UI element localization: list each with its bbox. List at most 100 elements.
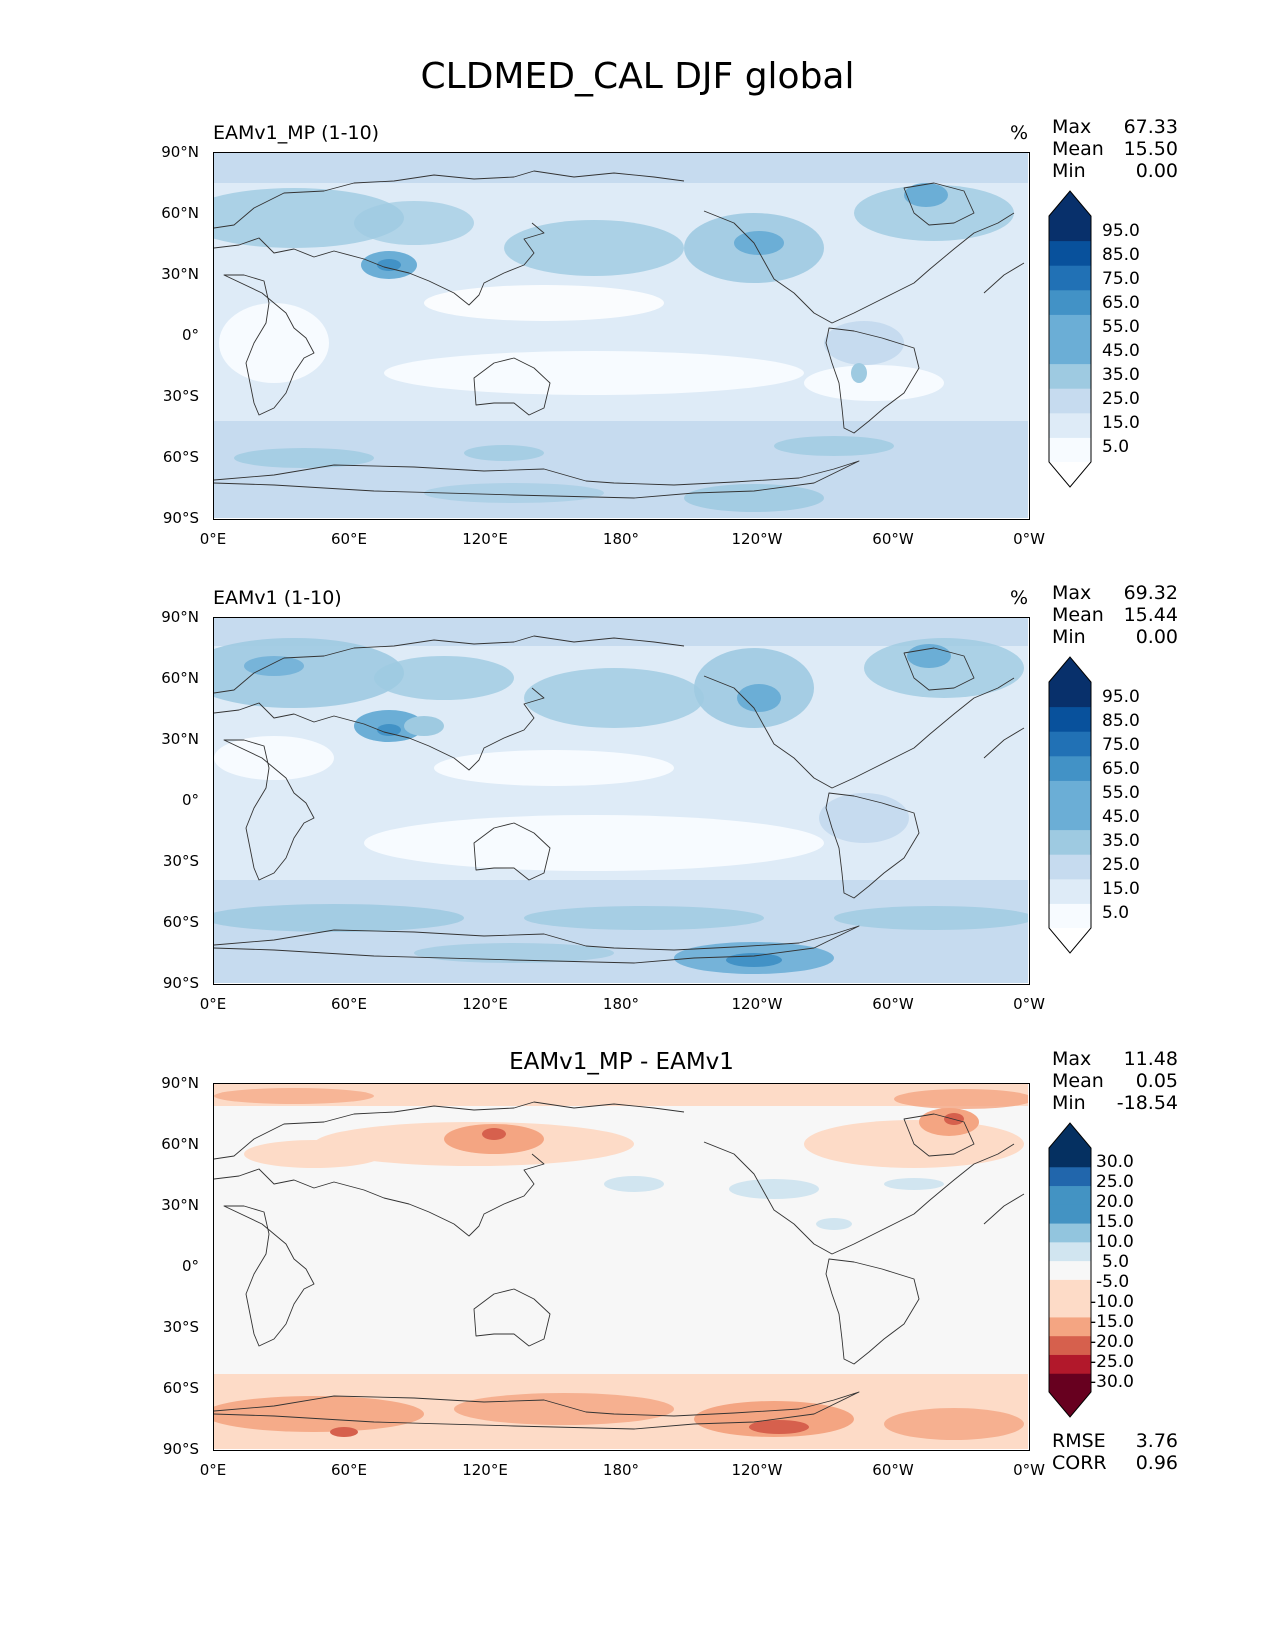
panel2-xtick: 60°E (330, 995, 368, 1013)
panel1-stats: Max 67.33 Mean 15.50 Min 0.00 (1052, 116, 1178, 182)
panel1-units: % (1010, 122, 1029, 144)
panel3-xtick: 60°W (872, 1461, 914, 1479)
panel3-xtick: 0°W (1013, 1461, 1045, 1479)
panel3-xtick: 60°E (330, 1461, 368, 1479)
panel3-stats: Max 11.48 Mean 0.05 Min -18.54 (1052, 1048, 1178, 1114)
colorbar-swatch (1049, 1166, 1091, 1187)
colorbar-swatch (1049, 1316, 1091, 1337)
colorbar-swatch (1049, 731, 1091, 757)
panel2-xtick: 0°E (199, 995, 227, 1013)
colorbar-label: 75.0 (1102, 269, 1140, 289)
panel2-ytick: 60°N (161, 669, 199, 687)
colorbar-swatch (1049, 1223, 1091, 1243)
colorbar-extend-bottom (1049, 928, 1091, 953)
colorbar-swatch (1049, 780, 1091, 806)
panel1-xtick: 0°E (199, 530, 227, 548)
panel2-ytick: 30°N (161, 730, 199, 748)
colorbar-label: -5.0 (1096, 1272, 1130, 1292)
stat-value: 67.33 (1123, 116, 1178, 138)
stat-value: 15.50 (1123, 138, 1178, 160)
stat-value: -18.54 (1116, 1092, 1178, 1114)
stat-value: 0.00 (1135, 160, 1178, 182)
panel2-colorbar (1048, 656, 1092, 954)
colorbar-swatch (1049, 289, 1091, 315)
colorbar-label: 95.0 (1102, 687, 1140, 707)
panel2-ytick: 90°S (162, 974, 199, 992)
figure-title: CLDMED_CAL DJF global (420, 56, 855, 97)
panel3-map (213, 1083, 1030, 1451)
metric-value: 3.76 (1135, 1430, 1178, 1452)
colorbar-label: 85.0 (1102, 711, 1140, 731)
panel1-ytick: 90°S (162, 509, 199, 527)
panel1-ytick: 90°N (161, 143, 199, 161)
stat-value: 0.05 (1135, 1070, 1178, 1092)
panel3-metrics: RMSE 3.76 CORR 0.96 (1052, 1430, 1178, 1474)
panel3-ytick: 30°N (161, 1196, 199, 1214)
colorbar-label: 95.0 (1102, 221, 1140, 241)
colorbar-label: 45.0 (1102, 807, 1140, 827)
stat-label: Min (1052, 160, 1086, 182)
panel2-ytick: 30°S (162, 852, 199, 870)
colorbar-swatch (1049, 363, 1091, 389)
metric-value: 0.96 (1135, 1452, 1178, 1474)
colorbar-extend-top (1049, 1123, 1091, 1148)
colorbar-outline (1048, 1122, 1092, 1418)
panel3-colorbar (1048, 1122, 1092, 1418)
metric-label: RMSE (1052, 1430, 1106, 1452)
panel3-xtick: 120°E (462, 1461, 508, 1479)
colorbar-swatch (1049, 706, 1091, 732)
stat-value: 15.44 (1123, 604, 1178, 626)
colorbar-label: 25.0 (1096, 1172, 1134, 1192)
colorbar-label: 35.0 (1102, 365, 1140, 385)
panel1-ytick: 60°N (161, 204, 199, 222)
panel1-ytick: 30°N (161, 265, 199, 283)
panel1-map (213, 152, 1030, 520)
stat-label: Max (1052, 116, 1092, 138)
colorbar-label: -10.0 (1090, 1292, 1134, 1312)
colorbar-swatch (1049, 878, 1091, 904)
panel2-xtick: 120°W (731, 995, 783, 1013)
colorbar-label: 10.0 (1096, 1232, 1134, 1252)
colorbar-swatch (1049, 755, 1091, 781)
panel3-xtick: 0°E (199, 1461, 227, 1479)
colorbar-label: 25.0 (1102, 389, 1140, 409)
panel2-xtick: 120°E (462, 995, 508, 1013)
colorbar-label: 45.0 (1102, 341, 1140, 361)
panel1-colorbar (1048, 190, 1092, 488)
stat-value: 11.48 (1123, 1048, 1178, 1070)
colorbar-swatch (1049, 682, 1091, 708)
colorbar-swatch (1049, 805, 1091, 831)
panel3-xtick: 180° (602, 1461, 640, 1479)
colorbar-label: 85.0 (1102, 245, 1140, 265)
colorbar-label: 30.0 (1096, 1152, 1134, 1172)
stat-label: Mean (1052, 138, 1104, 160)
colorbar-swatch (1049, 1335, 1091, 1355)
colorbar-label: 20.0 (1096, 1192, 1134, 1212)
colorbar-swatch (1049, 1279, 1091, 1299)
colorbar-outline (1048, 190, 1092, 488)
colorbar-swatch (1049, 1241, 1091, 1262)
colorbar-label: -15.0 (1090, 1312, 1134, 1332)
colorbar-swatch (1049, 1298, 1091, 1318)
panel1-xtick: 60°W (872, 530, 914, 548)
colorbar-swatch (1049, 437, 1091, 463)
panel2-title: EAMv1 (1-10) (213, 587, 342, 609)
colorbar-label: 55.0 (1102, 783, 1140, 803)
panel2-units: % (1010, 587, 1029, 609)
panel1-ytick: 60°S (162, 448, 199, 466)
colorbar-extend-bottom (1049, 462, 1091, 487)
panel3-ytick: 90°S (162, 1440, 199, 1458)
stat-label: Max (1052, 582, 1092, 604)
panel3-ytick: 90°N (161, 1074, 199, 1092)
panel3-ytick: 60°S (162, 1379, 199, 1397)
colorbar-label: 15.0 (1096, 1212, 1134, 1232)
panel3-ytick: 60°N (161, 1135, 199, 1153)
colorbar-label: -20.0 (1090, 1332, 1134, 1352)
colorbar-swatch (1049, 240, 1091, 266)
stat-value: 0.00 (1135, 626, 1178, 648)
stat-label: Min (1052, 1092, 1086, 1114)
panel2-stats: Max 69.32 Mean 15.44 Min 0.00 (1052, 582, 1178, 648)
colorbar-label: -30.0 (1090, 1372, 1134, 1392)
colorbar-swatch (1049, 829, 1091, 855)
colorbar-swatch (1049, 412, 1091, 438)
